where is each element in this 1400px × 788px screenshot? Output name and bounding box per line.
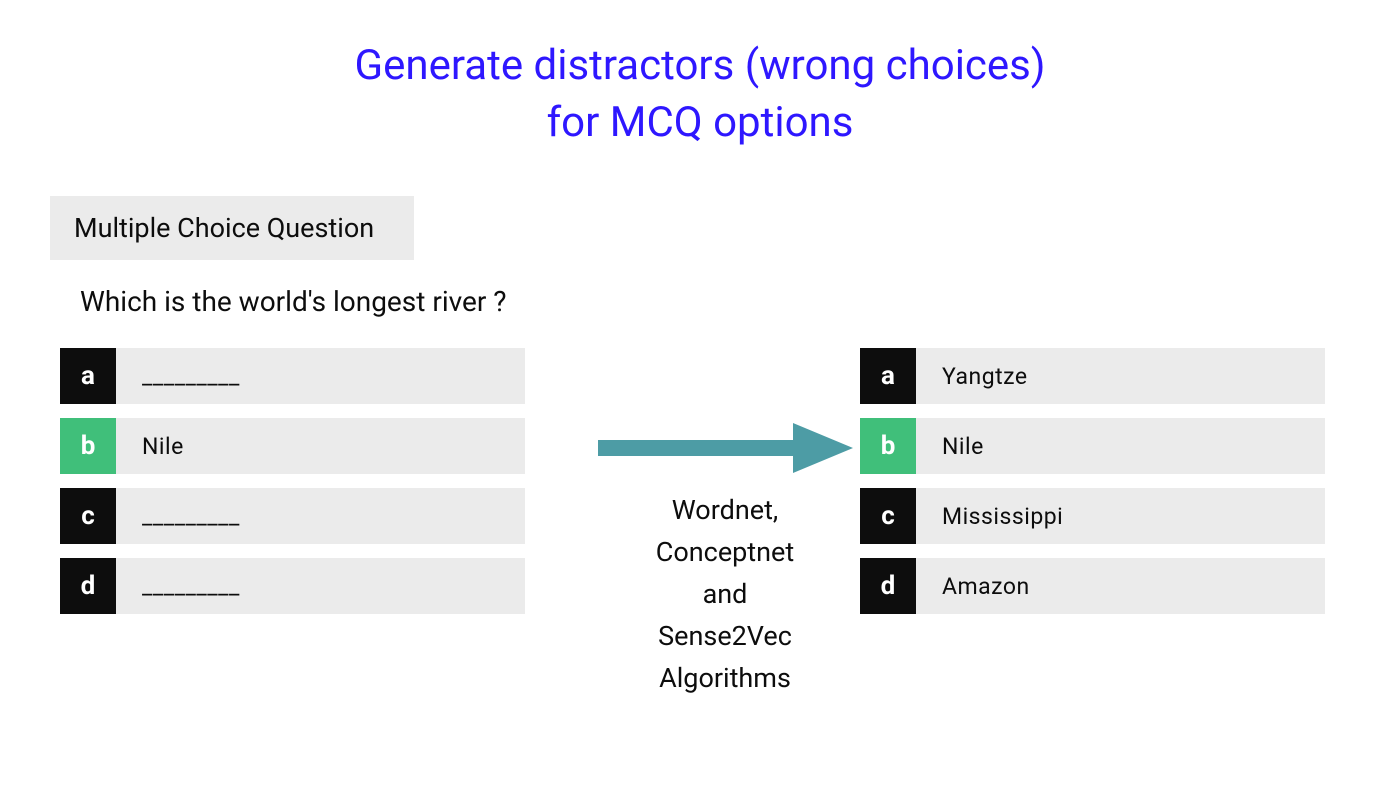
columns: a_________bNilec_________d_________ Word… (50, 348, 1350, 614)
algo-line4: Sense2Vec (620, 616, 830, 658)
option-badge-c: c (60, 488, 116, 544)
right-options: aYangtzebNilecMississippidAmazon (860, 348, 1325, 614)
page-title: Generate distractors (wrong choices) for… (0, 0, 1400, 151)
option-badge-a: a (860, 348, 916, 404)
algo-line2: Conceptnet (620, 532, 830, 574)
option-badge-b: b (860, 418, 916, 474)
option-badge-d: d (860, 558, 916, 614)
option-text-b: Nile (116, 418, 525, 474)
option-text-c: Mississippi (916, 488, 1325, 544)
algo-line3: and (620, 574, 830, 616)
option-text-d: _________ (116, 558, 525, 614)
left-option-b[interactable]: bNile (60, 418, 525, 474)
option-text-a: _________ (116, 348, 525, 404)
right-option-d[interactable]: dAmazon (860, 558, 1325, 614)
arrow-icon (598, 418, 853, 478)
option-text-a: Yangtze (916, 348, 1325, 404)
option-text-c: _________ (116, 488, 525, 544)
option-badge-a: a (60, 348, 116, 404)
mcq-header: Multiple Choice Question (50, 196, 414, 260)
algo-line5: Algorithms (620, 658, 830, 700)
algo-line1: Wordnet, (620, 490, 830, 532)
right-option-b[interactable]: bNile (860, 418, 1325, 474)
option-text-d: Amazon (916, 558, 1325, 614)
title-line1: Generate distractors (wrong choices) (0, 38, 1400, 95)
question-text: Which is the world's longest river ? (80, 285, 1350, 318)
center-block: Wordnet, Conceptnet and Sense2Vec Algori… (585, 348, 865, 699)
option-text-b: Nile (916, 418, 1325, 474)
algorithms-label: Wordnet, Conceptnet and Sense2Vec Algori… (620, 490, 830, 699)
right-option-c[interactable]: cMississippi (860, 488, 1325, 544)
right-option-a[interactable]: aYangtze (860, 348, 1325, 404)
left-option-d[interactable]: d_________ (60, 558, 525, 614)
left-options: a_________bNilec_________d_________ (60, 348, 525, 614)
title-line2: for MCQ options (0, 95, 1400, 152)
left-option-a[interactable]: a_________ (60, 348, 525, 404)
left-option-c[interactable]: c_________ (60, 488, 525, 544)
option-badge-b: b (60, 418, 116, 474)
content-area: Multiple Choice Question Which is the wo… (0, 151, 1400, 614)
option-badge-c: c (860, 488, 916, 544)
option-badge-d: d (60, 558, 116, 614)
